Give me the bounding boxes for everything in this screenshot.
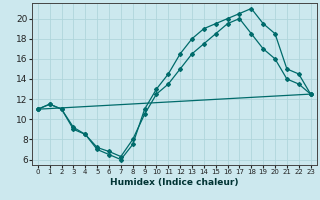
X-axis label: Humidex (Indice chaleur): Humidex (Indice chaleur) [110,178,238,187]
